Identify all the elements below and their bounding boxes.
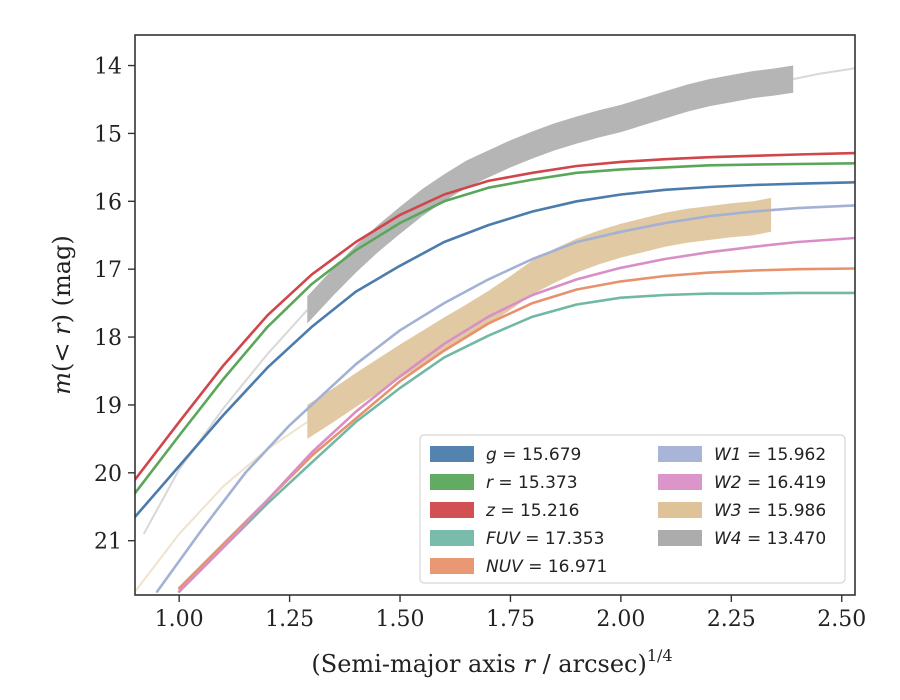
series-r-line bbox=[135, 162, 855, 495]
y-axis-title-var-r: r bbox=[48, 322, 76, 335]
x-axis-title-prefix: (Semi-major axis bbox=[311, 650, 523, 678]
legend-swatch-w2 bbox=[658, 474, 702, 490]
series-layer bbox=[135, 65, 855, 593]
series-w4-band bbox=[307, 65, 794, 324]
y-tick-label: 17 bbox=[94, 258, 122, 283]
legend: g = 15.679 r = 15.373 z = 15.216 FUV = 17.3… bbox=[419, 434, 846, 584]
legend-label-fuv: FUV = 17.353 bbox=[486, 529, 604, 549]
legend-swatch-g bbox=[430, 446, 474, 462]
legend-label-g: g = 15.679 bbox=[486, 445, 581, 465]
legend-swatch-fuv bbox=[430, 530, 474, 546]
legend-label-r: r = 15.373 bbox=[486, 473, 578, 493]
series-w1-line bbox=[155, 204, 855, 593]
x-axis-title-suffix: / arcsec) bbox=[535, 650, 647, 678]
series-w4-faint-line bbox=[142, 309, 309, 535]
x-axis: 1.00 1.25 1.50 1.75 2.00 2.25 2.50 bbox=[155, 595, 866, 632]
x-axis-title: (Semi-major axis r / arcsec)1/4 bbox=[311, 646, 672, 678]
legend-frame bbox=[419, 434, 846, 584]
series-w3-band bbox=[307, 197, 772, 439]
x-tick-label: 1.75 bbox=[486, 607, 535, 632]
y-tick-label: 20 bbox=[94, 462, 122, 487]
legend-swatch-w4 bbox=[658, 530, 702, 546]
y-tick-label: 18 bbox=[94, 326, 122, 351]
legend-swatch-w1 bbox=[658, 446, 702, 462]
y-axis-title-unit: ) (mag) bbox=[48, 235, 76, 323]
x-axis-title-exponent: 1/4 bbox=[647, 646, 673, 665]
y-axis-title-paren: ( bbox=[48, 363, 76, 372]
series-z-line bbox=[135, 151, 855, 481]
x-tick-label: 2.50 bbox=[817, 607, 866, 632]
plot-frame bbox=[134, 34, 856, 596]
legend-label-z: z = 15.216 bbox=[485, 501, 579, 521]
x-tick-label: 2.25 bbox=[707, 607, 756, 632]
x-tick-label: 2.00 bbox=[596, 607, 645, 632]
x-tick-label: 1.25 bbox=[265, 607, 314, 632]
legend-swatch-nuv bbox=[430, 558, 474, 574]
series-g-line bbox=[135, 181, 855, 519]
y-tick-label: 19 bbox=[94, 394, 122, 419]
x-axis-title-var: r bbox=[523, 650, 536, 678]
y-axis-title-var-m: m bbox=[48, 372, 76, 395]
y-axis: 14 15 16 17 18 19 20 21 bbox=[94, 55, 135, 555]
y-tick-label: 16 bbox=[94, 190, 122, 215]
legend-swatch-r bbox=[430, 474, 474, 490]
legend-label-w2: W2 = 16.419 bbox=[714, 473, 826, 493]
y-axis-title: m(< r) (mag) bbox=[48, 235, 76, 395]
y-tick-label: 21 bbox=[94, 530, 122, 555]
x-tick-label: 1.50 bbox=[376, 607, 425, 632]
series-w2-line bbox=[177, 236, 855, 593]
legend-label-w4: W4 = 13.470 bbox=[714, 529, 826, 549]
legend-label-nuv: NUV = 16.971 bbox=[486, 557, 607, 577]
legend-swatch-w3 bbox=[658, 502, 702, 518]
legend-swatch-z bbox=[430, 502, 474, 518]
y-tick-label: 14 bbox=[94, 55, 122, 80]
legend-label-w3: W3 = 15.986 bbox=[714, 501, 826, 521]
series-w3-faint-line bbox=[135, 421, 308, 593]
x-tick-label: 1.00 bbox=[155, 607, 204, 632]
legend-label-w1: W1 = 15.962 bbox=[714, 445, 826, 465]
y-axis-title-op: < bbox=[48, 335, 76, 363]
y-tick-label: 15 bbox=[94, 122, 122, 147]
series-w4-faint-tail bbox=[793, 67, 855, 81]
series-fuv-line bbox=[177, 291, 855, 593]
